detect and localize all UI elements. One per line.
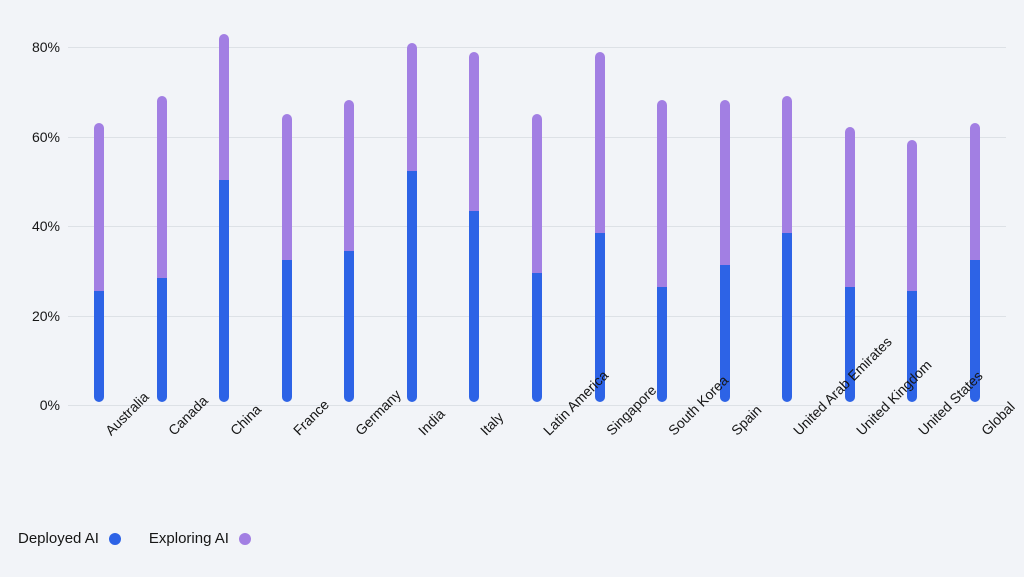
x-axis-tick-label: United States: [915, 420, 933, 438]
bar-segment-exploring: [469, 52, 479, 212]
x-axis-tick-label: France: [290, 420, 308, 438]
bars-container: [68, 25, 1006, 402]
bar-segment-deployed: [157, 278, 167, 402]
x-axis-tick-label: India: [415, 420, 433, 438]
bar-segment-exploring: [219, 34, 229, 180]
bar-segment-exploring: [595, 52, 605, 234]
bar-segment-deployed: [782, 233, 792, 402]
bar-group: [407, 43, 417, 402]
bar-segment-exploring: [845, 127, 855, 287]
bar-group: [282, 114, 292, 402]
bar-group: [157, 96, 167, 402]
legend-label: Deployed AI: [18, 530, 99, 547]
y-axis-tick-label: 80%: [18, 39, 60, 55]
bar-segment-exploring: [157, 96, 167, 278]
chart-legend: Deployed AI Exploring AI: [18, 530, 251, 547]
x-axis-tick-label: Canada: [165, 420, 183, 438]
y-axis-tick-label: 40%: [18, 218, 60, 234]
bar-group: [595, 52, 605, 402]
x-axis-tick-label: United Kingdom: [853, 420, 871, 438]
bar-segment-deployed: [94, 291, 104, 402]
bar-segment-exploring: [407, 43, 417, 172]
x-axis-tick-label: Latin America: [540, 420, 558, 438]
bar-group: [532, 114, 542, 402]
x-axis-tick-label: Italy: [477, 420, 495, 438]
legend-marker-icon: [239, 533, 251, 545]
bar-segment-deployed: [532, 273, 542, 402]
bar-segment-deployed: [219, 180, 229, 402]
x-axis-tick-label: United Arab Emirates: [790, 420, 808, 438]
x-axis-tick-label: Singapore: [602, 420, 620, 438]
legend-label: Exploring AI: [149, 530, 229, 547]
bar-group: [970, 123, 980, 402]
bar-group: [94, 123, 104, 402]
bar-group: [219, 34, 229, 402]
x-axis-tick-label: Global: [978, 420, 996, 438]
x-axis-tick-label: Germany: [352, 420, 370, 438]
bar-group: [657, 100, 667, 402]
bar-segment-deployed: [657, 287, 667, 402]
chart-container: 0%20%40%60%80% AustraliaCanadaChinaFranc…: [18, 25, 1006, 557]
legend-marker-icon: [109, 533, 121, 545]
bar-segment-deployed: [407, 171, 417, 402]
x-axis-tick-label: South Korea: [665, 420, 683, 438]
bar-segment-exploring: [970, 123, 980, 260]
bar-segment-exploring: [907, 140, 917, 291]
y-axis-tick-label: 20%: [18, 308, 60, 324]
y-axis-tick-label: 0%: [18, 397, 60, 413]
bar-segment-exploring: [344, 100, 354, 251]
bar-segment-deployed: [469, 211, 479, 402]
bar-segment-exploring: [532, 114, 542, 274]
bar-segment-exploring: [282, 114, 292, 260]
bar-group: [782, 96, 792, 402]
x-axis-tick-label: China: [227, 420, 245, 438]
bar-segment-exploring: [94, 123, 104, 292]
legend-item-exploring: Exploring AI: [149, 530, 251, 547]
bar-segment-deployed: [282, 260, 292, 402]
x-axis-tick-label: Australia: [102, 420, 120, 438]
bar-segment-exploring: [782, 96, 792, 233]
bar-group: [469, 52, 479, 402]
bar-group: [344, 100, 354, 402]
x-axis-tick-label: Spain: [728, 420, 746, 438]
bar-segment-deployed: [344, 251, 354, 402]
legend-item-deployed: Deployed AI: [18, 530, 121, 547]
bar-group: [720, 100, 730, 402]
bar-group: [845, 127, 855, 402]
bar-segment-exploring: [657, 100, 667, 286]
bar-segment-exploring: [720, 100, 730, 264]
y-axis-tick-label: 60%: [18, 129, 60, 145]
plot-area: 0%20%40%60%80%: [68, 25, 1006, 405]
